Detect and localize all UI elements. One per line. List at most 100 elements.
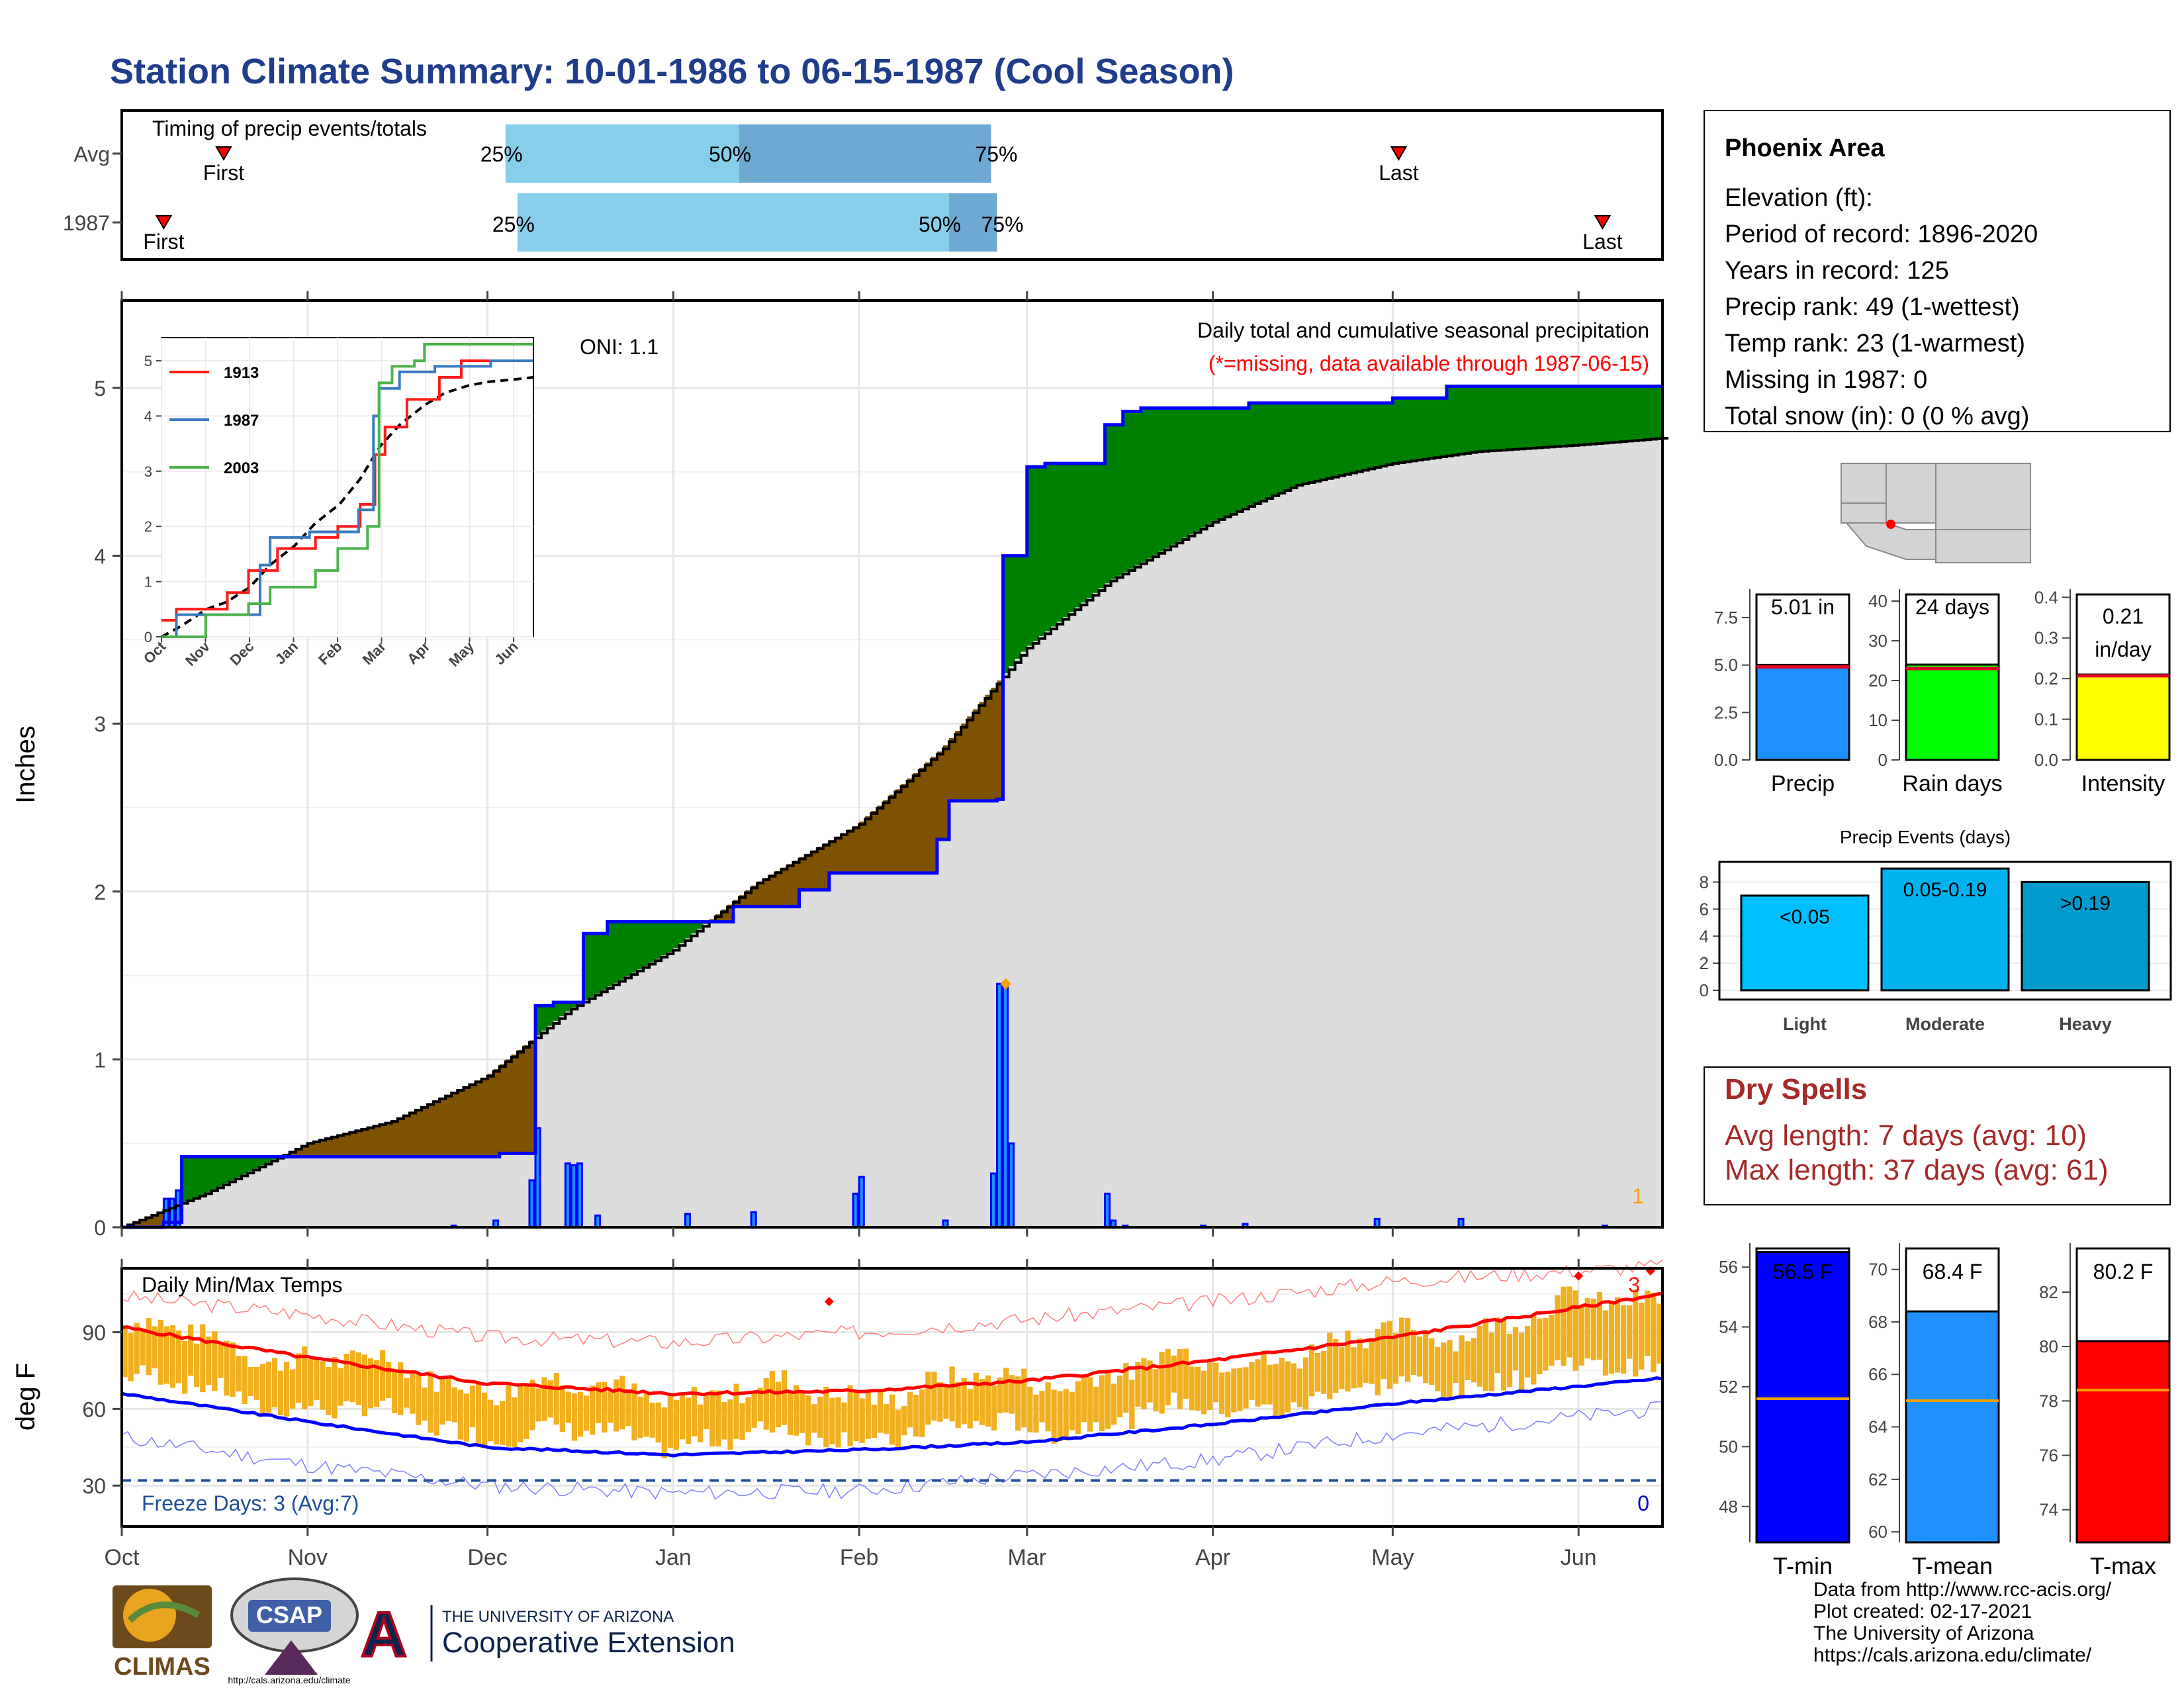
- normal-area: [931, 872, 938, 1227]
- normal-area: [1218, 518, 1226, 1227]
- daily-temp-range-bar: [865, 1391, 871, 1439]
- events-title: Precip Events (days): [1840, 827, 2011, 847]
- daily-temp-range-bar: [1633, 1289, 1639, 1377]
- daily-temp-range-bar: [1219, 1372, 1225, 1415]
- inset-frame: [161, 337, 534, 637]
- wetter-area: [1105, 424, 1112, 584]
- wetter-area: [1375, 402, 1381, 467]
- precip-axes: 0 1 2 3 4 5: [94, 291, 1580, 1240]
- events-bar: [1880, 867, 2010, 992]
- daily-temp-range-bar: [338, 1368, 343, 1406]
- normal-area: [985, 800, 992, 1227]
- daily-temp-range-bar: [1555, 1295, 1561, 1360]
- daily-temp-range-bar: [847, 1385, 853, 1446]
- normal-area: [1165, 548, 1171, 1227]
- normal-area: [230, 1180, 236, 1227]
- wetter-area: [1632, 386, 1639, 441]
- wetter-area: [1314, 402, 1322, 481]
- summary-ytick-label: 20: [1868, 671, 1888, 690]
- daily-temp-range-bar: [1639, 1302, 1645, 1370]
- normal-area: [1134, 565, 1142, 1227]
- wetter-area: [1165, 408, 1171, 549]
- normal-area: [355, 1156, 362, 1227]
- daily-temp-range-bar: [1429, 1338, 1435, 1385]
- normal-area: [1038, 635, 1046, 1227]
- summary-ytick-label: 80: [2039, 1336, 2058, 1356]
- drier-area: [913, 773, 920, 873]
- drier-area: [829, 839, 836, 873]
- normal-area: [463, 1156, 470, 1227]
- daily-temp-range-bar: [392, 1371, 398, 1413]
- daily-temp-range-bar: [805, 1395, 811, 1446]
- normal-area: [589, 997, 596, 1227]
- timing-p25-label: 25%: [492, 212, 535, 236]
- daily-temp-range-bar: [1051, 1389, 1057, 1444]
- drier-area: [463, 1086, 470, 1157]
- daily-temp-range-bar: [841, 1402, 847, 1432]
- drier-area: [517, 1049, 524, 1154]
- wetter-area: [1021, 555, 1028, 652]
- daily-temp-range-bar: [1488, 1333, 1494, 1391]
- inset-ytick-label: 2: [144, 518, 152, 535]
- summary-ytick-label: 76: [2039, 1446, 2058, 1466]
- daily-temp-range-bar: [637, 1396, 643, 1438]
- daily-temp-range-bar: [1357, 1338, 1363, 1388]
- daily-temp-range-bar: [1021, 1368, 1027, 1428]
- normal-area: [1261, 500, 1267, 1227]
- wetter-area: [1206, 408, 1214, 524]
- freeze-days-label: Freeze Days: 3 (Avg:7): [142, 1491, 359, 1515]
- drier-area: [511, 1055, 518, 1154]
- daily-temp-range-bar: [1273, 1364, 1279, 1416]
- events-ytick-label: 2: [1700, 953, 1709, 973]
- drier-area: [379, 1123, 387, 1157]
- dry-spells-box: Dry Spells Avg length: 7 days (avg: 10) …: [1704, 1066, 2171, 1205]
- daily-temp-range-bar: [655, 1402, 661, 1443]
- station-location-marker: [1886, 520, 1895, 529]
- daily-temp-range-bar: [385, 1362, 392, 1399]
- daily-temp-range-bar: [721, 1402, 727, 1440]
- wetter-area: [1248, 402, 1255, 505]
- daily-temp-range-bar: [895, 1409, 901, 1448]
- daily-temp-range-bar: [973, 1372, 979, 1422]
- record-high-line: [121, 1259, 1663, 1349]
- daily-temp-range-bar: [1537, 1318, 1543, 1375]
- drier-area: [439, 1097, 446, 1157]
- wetter-area: [1116, 424, 1124, 576]
- drier-area: [487, 1074, 494, 1157]
- normal-area: [649, 962, 656, 1227]
- wetter-area: [1650, 386, 1657, 440]
- daily-temp-range-bar: [1423, 1330, 1429, 1383]
- normal-area: [595, 993, 602, 1227]
- wetter-area: [259, 1156, 267, 1166]
- daily-temp-range-bar: [907, 1391, 913, 1428]
- daily-temp-range-bar: [608, 1391, 614, 1423]
- normal-area: [781, 906, 788, 1227]
- wetter-area: [1026, 467, 1034, 646]
- daily-temp-range-bar: [811, 1404, 817, 1433]
- normal-area: [1302, 483, 1310, 1227]
- normal-area: [1369, 468, 1375, 1227]
- daily-temp-range-bar: [1159, 1352, 1165, 1414]
- normal-area: [1465, 453, 1471, 1227]
- drier-area: [140, 1219, 146, 1227]
- normal-area: [1428, 457, 1435, 1228]
- oni-label: ONI: 1.1: [580, 335, 659, 359]
- wetter-area: [1488, 386, 1495, 451]
- daily-temp-range-bar: [709, 1390, 715, 1446]
- summary-value-bar: [1905, 663, 2000, 761]
- drier-area: [325, 1137, 332, 1157]
- normal-area: [697, 928, 704, 1227]
- wetter-area: [1363, 402, 1369, 470]
- drier-area: [349, 1131, 356, 1157]
- daily-temp-range-bar: [751, 1392, 757, 1428]
- wetter-area: [1134, 411, 1142, 566]
- wetter-area: [1236, 408, 1244, 510]
- daily-temp-range-bar: [134, 1323, 140, 1374]
- wetter-area: [187, 1156, 195, 1200]
- daily-temp-range-bar: [1171, 1355, 1177, 1393]
- normal-area: [883, 872, 890, 1227]
- wetter-area: [265, 1156, 273, 1163]
- daily-temp-range-bar: [547, 1380, 553, 1418]
- wetter-area: [1171, 408, 1177, 545]
- daily-temp-range-bar: [320, 1361, 326, 1410]
